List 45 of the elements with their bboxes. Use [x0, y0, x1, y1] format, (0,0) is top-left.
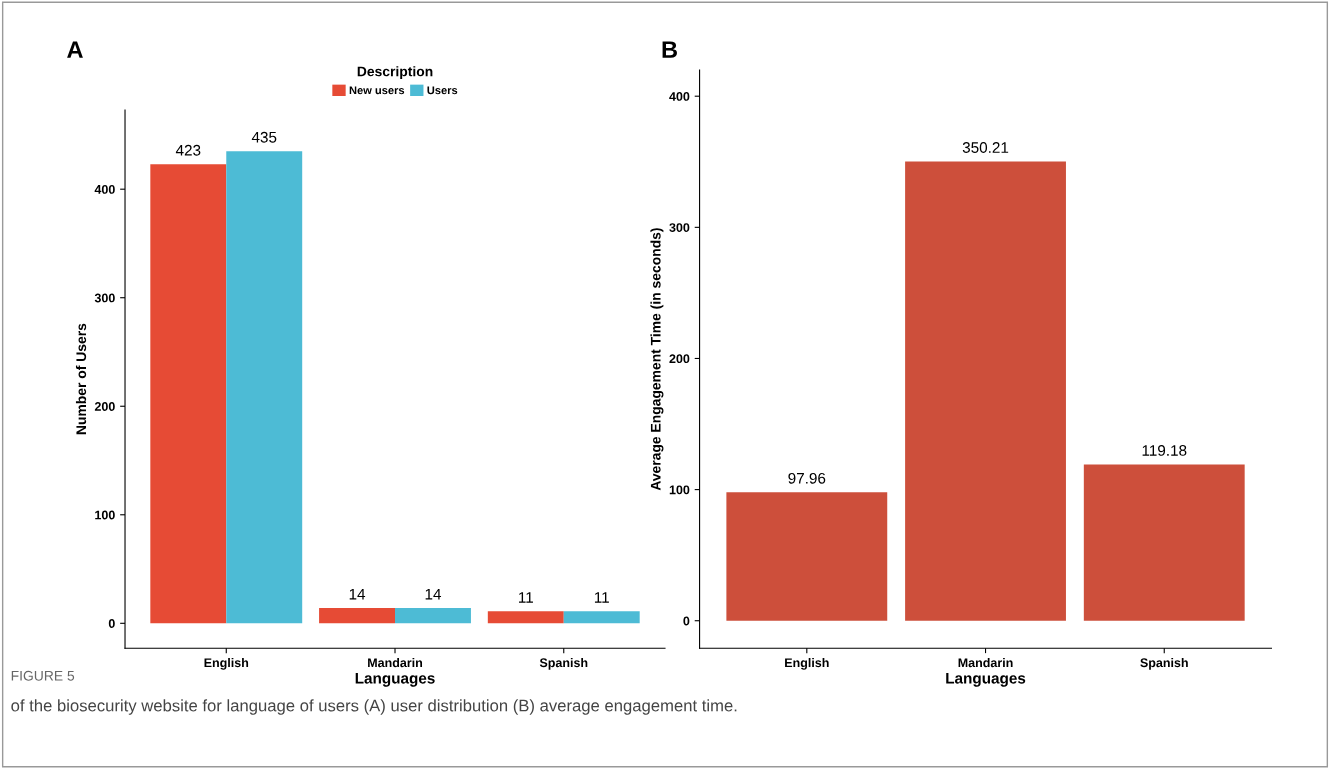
legend-title: Description [357, 66, 433, 80]
y-tick-label: 200 [94, 402, 115, 411]
data-label: 11 [594, 592, 609, 603]
chart-title: A [67, 41, 83, 58]
data-label: 350.21 [962, 142, 1009, 153]
x-tick-label: Spanish [539, 657, 588, 670]
y-tick-label: 0 [683, 616, 690, 626]
data-label: 435 [251, 131, 277, 143]
x-tick-label: Mandarin [958, 657, 1013, 668]
x-tick-label: English [785, 657, 829, 670]
y-tick-label: 400 [669, 92, 690, 101]
bar [726, 492, 888, 621]
data-label: 11 [519, 592, 533, 603]
x-tick-label: English [204, 657, 249, 670]
bar [905, 161, 1066, 621]
bar [395, 608, 471, 624]
chart-title: B [662, 41, 677, 58]
y-tick-label: 200 [669, 354, 690, 364]
bar [226, 151, 303, 624]
y-tick-label: 100 [669, 485, 690, 495]
legend-label: New users [349, 86, 405, 95]
y-tick-label: 400 [94, 184, 115, 194]
x-axis-title: Languages [355, 672, 435, 687]
text: of the biosecurity website for language of users (A) user distribution (B) average engagement time. [11, 699, 737, 715]
bar [487, 611, 564, 624]
y-axis-title: Number of Users [75, 323, 87, 435]
bar [319, 608, 396, 624]
data-label: 14 [425, 588, 442, 600]
y-tick-label: 300 [94, 293, 115, 303]
data-label: 423 [175, 144, 201, 156]
bar [563, 611, 640, 624]
legend-label: Users [427, 86, 458, 95]
x-axis-title: Languages [946, 672, 1026, 687]
data-label: 97.96 [788, 472, 826, 484]
y-tick-label: 100 [95, 510, 115, 520]
bar [1083, 464, 1245, 621]
data-label: 14 [349, 588, 366, 600]
y-axis-title: Average Engagement Time (in seconds) [650, 228, 664, 491]
x-tick-label: Mandarin [368, 657, 423, 668]
y-tick-label: 300 [669, 223, 690, 233]
x-tick-label: Spanish [1140, 657, 1188, 670]
bar [150, 164, 227, 624]
y-tick-label: 0 [108, 619, 115, 628]
caption: FIGURE 5 [11, 670, 75, 681]
data-label: 119.18 [1142, 445, 1187, 456]
